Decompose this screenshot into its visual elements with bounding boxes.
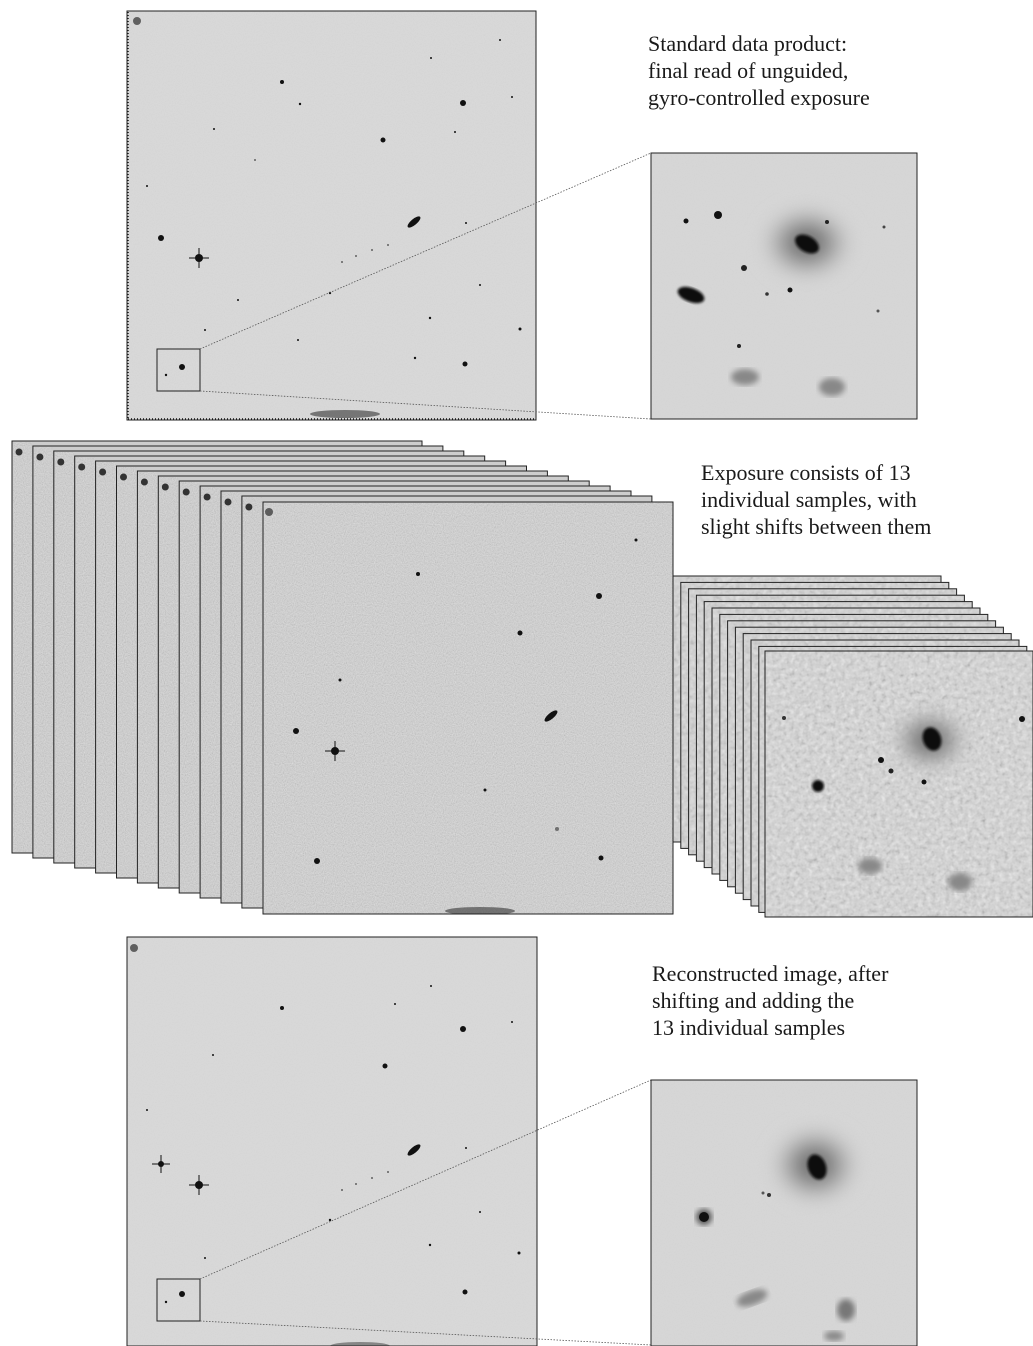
reconstructed-image	[127, 937, 537, 1346]
caption-individual-samples: Exposure consists of 13 individual sampl…	[701, 459, 931, 540]
caption-bottom-line-3: 13 individual samples	[652, 1015, 846, 1040]
caption-top-line-1: Standard data product:	[648, 31, 848, 56]
caption-standard-data-product: Standard data product: final read of ung…	[648, 30, 870, 111]
zoom-line-top-lower	[199, 390, 652, 420]
zoom-line-top-upper	[199, 152, 652, 350]
reconstructed-image-zoom	[651, 1080, 917, 1346]
sample-zoom-front	[765, 651, 1033, 917]
standard-data-product-zoom	[651, 153, 917, 419]
zoom-region-box-bottom	[156, 1278, 201, 1322]
caption-middle-line-3: slight shifts between them	[701, 514, 932, 539]
caption-reconstructed-image: Reconstructed image, after shifting and …	[652, 960, 888, 1041]
reconstructed-image-zoom-frame	[650, 1079, 918, 1346]
caption-bottom-line-2: shifting and adding the	[652, 988, 855, 1013]
zoom-line-bottom-upper	[199, 1079, 652, 1280]
reconstructed-image-frame	[126, 936, 538, 1346]
standard-data-product-image	[127, 11, 536, 420]
standard-data-product-frame	[126, 10, 537, 421]
zoom-region-box-top	[156, 348, 201, 392]
caption-top-line-2: final read of unguided,	[648, 58, 849, 83]
caption-top-line-3: gyro-controlled exposure	[648, 85, 870, 110]
caption-bottom-line-1: Reconstructed image, after	[652, 961, 889, 986]
sample-zoom-front-border	[764, 650, 1033, 918]
zoom-line-bottom-lower	[199, 1320, 652, 1346]
caption-middle-line-2: individual samples, with	[701, 487, 917, 512]
standard-data-product-zoom-frame	[650, 152, 918, 420]
sample-frame-front	[263, 502, 673, 914]
caption-middle-line-1: Exposure consists of 13	[701, 460, 911, 485]
